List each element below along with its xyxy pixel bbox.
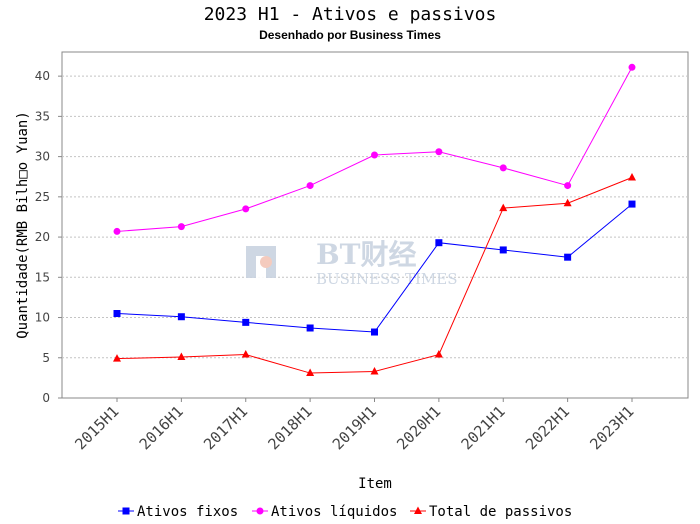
data-point: [628, 173, 636, 181]
data-point: [241, 350, 250, 358]
y-tick-label: 20: [35, 230, 50, 244]
data-point: [435, 239, 443, 247]
watermark-logo-text: BT财经: [316, 238, 417, 271]
x-tick-label: 2023H1: [586, 402, 637, 453]
data-point: [434, 350, 443, 358]
y-tick-label: 40: [35, 69, 50, 83]
chart-title: 2023 H1 - Ativos e passivos: [204, 4, 497, 25]
data-point: [306, 368, 315, 377]
watermark: BT财经 BUSINESS TIMES: [246, 238, 458, 288]
legend-item: Ativos fixos: [118, 504, 238, 520]
data-point: [628, 63, 636, 71]
x-tick-label: 2015H1: [71, 402, 122, 453]
y-tick-label: 15: [35, 270, 50, 284]
series-3: [113, 173, 636, 377]
chart-subtitle: Desenhado por Business Times: [259, 28, 441, 42]
data-point: [113, 354, 121, 362]
x-tick-label: 2021H1: [458, 402, 509, 453]
legend-label: Ativos fixos: [137, 504, 238, 520]
y-axis: 0 5 10 15 20 25 30 35 40: [35, 69, 62, 405]
y-tick-label: 25: [35, 190, 50, 204]
data-point: [306, 182, 314, 190]
y-tick-label: 30: [35, 150, 50, 164]
data-point: [435, 148, 443, 156]
legend-marker: [122, 507, 130, 515]
y-tick-label: 5: [42, 351, 50, 365]
legend-label: Ativos líquidos: [271, 504, 397, 520]
watermark-sub-text: BUSINESS TIMES: [316, 270, 458, 288]
x-tick-label: 2022H1: [522, 402, 573, 453]
series-1: [113, 200, 636, 336]
legend-marker: [256, 507, 264, 515]
data-point: [242, 205, 250, 213]
data-point: [564, 253, 572, 261]
legend-item: Ativos líquidos: [252, 504, 397, 520]
data-point: [370, 366, 379, 375]
data-point: [306, 324, 314, 332]
x-tick-label: 2019H1: [329, 402, 380, 453]
data-point: [564, 182, 572, 190]
watermark-logo-icon: [246, 246, 276, 278]
data-point: [177, 313, 185, 321]
data-point: [242, 318, 250, 326]
plot-area: [61, 51, 689, 399]
data-point: [499, 246, 507, 254]
data-point: [371, 328, 378, 336]
data-point: [113, 310, 121, 318]
y-tick-label: 0: [42, 391, 50, 405]
y-tick-label: 10: [35, 311, 50, 325]
x-axis-label: Item: [358, 476, 392, 492]
x-tick-label: 2016H1: [136, 402, 187, 453]
x-tick-label: 2017H1: [200, 402, 251, 453]
y-axis-label: Quantidade(RMB Bilh□o Yuan): [15, 111, 31, 339]
legend-marker: [414, 506, 422, 514]
x-tick-label: 2020H1: [393, 402, 444, 453]
legend: Ativos fixos Ativos líquidos Total de pass…: [118, 504, 572, 520]
data-point: [499, 203, 508, 212]
x-axis: 2015H1 2016H1 2017H1 2018H1 2019H1 2020H1 2021…: [71, 398, 637, 453]
data-point: [113, 227, 121, 235]
x-tick-label: 2018H1: [264, 402, 315, 453]
series-2: [113, 63, 636, 235]
legend-item: Total de passivos: [410, 504, 572, 520]
y-tick-label: 35: [35, 109, 50, 123]
data-point: [499, 164, 507, 172]
series-layer: [113, 63, 636, 377]
data-point: [563, 198, 572, 207]
data-point: [177, 352, 186, 360]
data-point: [177, 223, 185, 231]
data-point: [371, 151, 378, 159]
data-point: [628, 200, 636, 208]
legend-label: Total de passivos: [429, 504, 572, 520]
